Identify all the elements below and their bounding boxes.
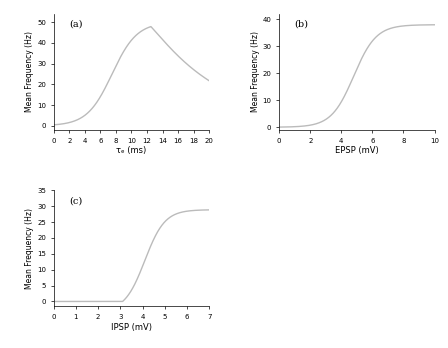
X-axis label: τₑ (ms): τₑ (ms) bbox=[116, 147, 146, 155]
X-axis label: EPSP (mV): EPSP (mV) bbox=[335, 147, 379, 155]
Text: (b): (b) bbox=[295, 20, 309, 29]
Y-axis label: Mean Frequency (Hz): Mean Frequency (Hz) bbox=[26, 208, 34, 289]
Text: (a): (a) bbox=[69, 20, 83, 29]
Y-axis label: Mean Frequency (Hz): Mean Frequency (Hz) bbox=[251, 31, 260, 112]
Y-axis label: Mean Frequency (Hz): Mean Frequency (Hz) bbox=[26, 31, 34, 112]
X-axis label: IPSP (mV): IPSP (mV) bbox=[111, 323, 152, 332]
Text: (c): (c) bbox=[69, 196, 82, 205]
